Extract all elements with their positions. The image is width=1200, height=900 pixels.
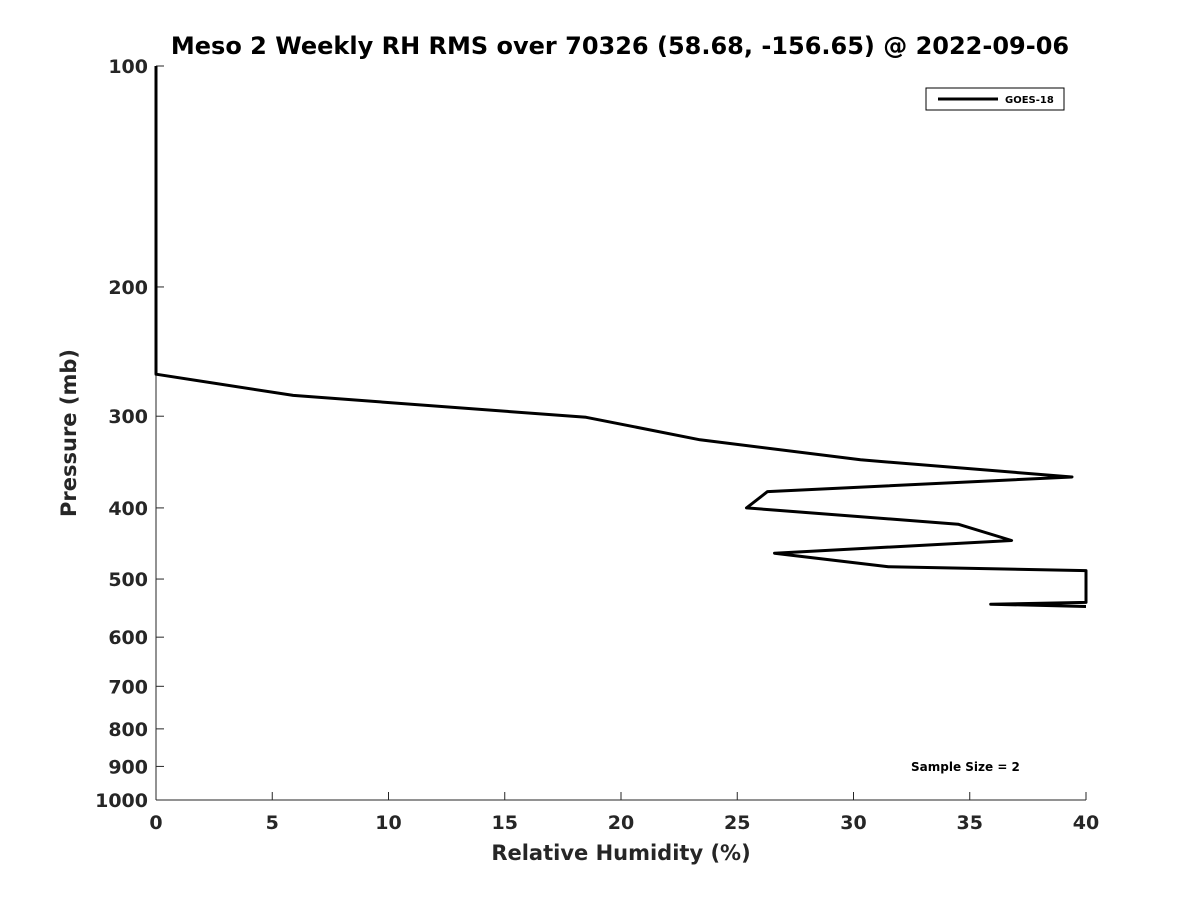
y-tick-label-8: 900 — [108, 756, 148, 778]
series-line-goes-18 — [154, 66, 1088, 608]
y-tick-label-7: 800 — [108, 719, 148, 741]
x-tick-label-3: 15 — [492, 812, 518, 834]
y-tick-label-6: 700 — [108, 676, 148, 698]
x-tick-label-1: 5 — [266, 812, 279, 834]
y-tick-label-1: 200 — [108, 277, 148, 299]
x-tick-label-2: 10 — [375, 812, 401, 834]
y-tick-label-5: 600 — [108, 627, 148, 649]
y-axis-label: Pressure (mb) — [57, 349, 81, 517]
y-tick-label-0: 100 — [108, 56, 148, 78]
plot-axes — [155, 66, 1086, 801]
y-tick-label-2: 300 — [108, 406, 148, 428]
legend: GOES-18 — [925, 87, 1065, 111]
x-tick-label-0: 0 — [149, 812, 162, 834]
legend-label: GOES-18 — [1005, 95, 1054, 106]
y-tick-label-4: 500 — [108, 569, 148, 591]
x-tick-label-7: 35 — [957, 812, 983, 834]
y-tick-label-9: 1000 — [95, 790, 148, 812]
y-ticks: 100 200 300 400 500 600 700 800 900 1000 — [95, 56, 164, 812]
x-tick-label-6: 30 — [840, 812, 866, 834]
x-axis-label: Relative Humidity (%) — [491, 841, 750, 865]
x-tick-label-5: 25 — [724, 812, 750, 834]
x-ticks: 0 5 10 15 20 25 30 35 40 — [149, 792, 1099, 834]
chart-title: Meso 2 Weekly RH RMS over 70326 (58.68, … — [171, 32, 1069, 60]
y-tick-label-3: 400 — [108, 498, 148, 520]
x-tick-label-8: 40 — [1073, 812, 1099, 834]
x-tick-label-4: 20 — [608, 812, 634, 834]
sample-size-annotation: Sample Size = 2 — [911, 760, 1020, 774]
